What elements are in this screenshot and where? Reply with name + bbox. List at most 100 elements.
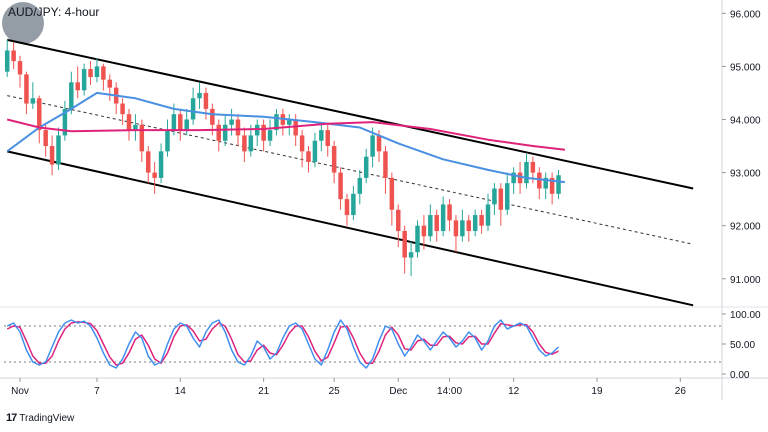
time-tick-label: 19 bbox=[591, 386, 603, 397]
channel-lower-line bbox=[6, 150, 694, 307]
candle-body bbox=[517, 172, 523, 184]
price-pane bbox=[4, 38, 694, 307]
candle-body bbox=[145, 151, 151, 173]
candle-body bbox=[120, 103, 125, 115]
candle-body bbox=[133, 124, 138, 131]
candle-body bbox=[434, 215, 439, 231]
candle-body bbox=[306, 151, 311, 162]
price-tick-label: 96.000 bbox=[730, 9, 761, 20]
candle-body bbox=[504, 183, 510, 210]
candle-body bbox=[396, 209, 401, 231]
candle-body bbox=[210, 108, 215, 125]
tradingview-brand[interactable]: 17 TradingView bbox=[6, 412, 74, 424]
candle-body bbox=[556, 175, 561, 194]
time-tick-label: 7 bbox=[94, 386, 100, 397]
candle-body bbox=[363, 156, 369, 178]
candle-body bbox=[428, 215, 433, 237]
candle-body bbox=[184, 119, 189, 131]
candle-body bbox=[331, 146, 337, 173]
candle-body bbox=[319, 130, 324, 141]
time-tick-label: 26 bbox=[675, 386, 687, 397]
sma-fast-line bbox=[6, 91, 566, 184]
time-tick-label: Dec bbox=[389, 386, 407, 397]
candle-body bbox=[274, 114, 279, 131]
channel-upper-line bbox=[6, 38, 694, 190]
candle-body bbox=[530, 161, 536, 173]
time-tick-label: 14 bbox=[175, 386, 187, 397]
time-tick-label: 14:00 bbox=[437, 386, 462, 397]
candle-body bbox=[549, 177, 555, 194]
candle-body bbox=[203, 92, 209, 109]
candle-body bbox=[383, 151, 388, 178]
candle-body bbox=[357, 177, 363, 194]
candle-body bbox=[299, 135, 305, 152]
tradingview-logo-icon: 17 bbox=[6, 412, 17, 424]
candle-body bbox=[479, 215, 484, 226]
candle-body bbox=[248, 135, 254, 152]
candle-body bbox=[222, 124, 228, 141]
axes: 96.000 95.000 94.000 93.000 92.000 91.000 100.… bbox=[0, 0, 768, 400]
candle-body bbox=[415, 225, 420, 253]
candle-body bbox=[242, 135, 247, 152]
candle-body bbox=[472, 215, 478, 231]
candle-body bbox=[466, 220, 472, 231]
time-tick-label: 12 bbox=[508, 386, 520, 397]
candle-body bbox=[344, 199, 350, 216]
candle-body bbox=[267, 130, 273, 141]
candle-body bbox=[101, 66, 106, 80]
candle-body bbox=[524, 161, 529, 184]
candle-body bbox=[139, 124, 145, 152]
candle-body bbox=[49, 146, 55, 165]
candle-body bbox=[312, 140, 318, 162]
time-tick-label: 21 bbox=[258, 386, 270, 397]
candle-body bbox=[171, 114, 177, 131]
price-tick-label: 95.000 bbox=[730, 62, 761, 73]
price-tick-label: 94.000 bbox=[730, 115, 761, 126]
candle-body bbox=[293, 119, 298, 136]
candle-body bbox=[261, 124, 266, 141]
candle-body bbox=[69, 82, 74, 109]
candle-body bbox=[43, 130, 48, 147]
candle-body bbox=[178, 114, 183, 131]
stoch-tick-label: 0.00 bbox=[730, 370, 750, 381]
candle-body bbox=[543, 177, 548, 189]
candle-body bbox=[37, 98, 42, 131]
candle-body bbox=[4, 50, 10, 72]
candle-body bbox=[440, 204, 446, 231]
candle-body bbox=[216, 124, 222, 141]
stoch-k-line bbox=[6, 319, 560, 369]
candle-body bbox=[190, 98, 196, 120]
candle-body bbox=[30, 98, 36, 104]
stoch-tick-label: 50.00 bbox=[730, 340, 755, 351]
candle-body bbox=[158, 151, 164, 178]
candle-body bbox=[498, 188, 504, 210]
sma-slow-line bbox=[6, 118, 566, 151]
candle-body bbox=[453, 220, 459, 237]
candle-body bbox=[165, 130, 170, 152]
candle-body bbox=[370, 135, 375, 157]
candle-body bbox=[537, 172, 542, 189]
candle-body bbox=[62, 108, 68, 136]
candle-body bbox=[17, 61, 23, 75]
candle-body bbox=[492, 188, 497, 205]
candle-body bbox=[485, 204, 491, 226]
candle-body bbox=[107, 79, 113, 88]
channel-mid-line bbox=[7, 95, 694, 245]
candle-body bbox=[229, 119, 234, 125]
stoch-d-line bbox=[6, 321, 559, 366]
candle-body bbox=[389, 177, 395, 210]
tradingview-label: TradingView bbox=[19, 412, 75, 424]
candle-body bbox=[408, 252, 414, 258]
candle-body bbox=[460, 220, 465, 237]
candle-body bbox=[511, 172, 516, 184]
candle-body bbox=[421, 225, 427, 237]
candle-body bbox=[56, 135, 61, 165]
candle-body bbox=[94, 66, 100, 78]
price-tick-label: 91.000 bbox=[730, 275, 761, 286]
candle-body bbox=[325, 130, 330, 147]
candle-body bbox=[88, 69, 93, 78]
candle-body bbox=[402, 230, 407, 258]
candle-body bbox=[81, 69, 87, 91]
candle-body bbox=[11, 50, 16, 62]
